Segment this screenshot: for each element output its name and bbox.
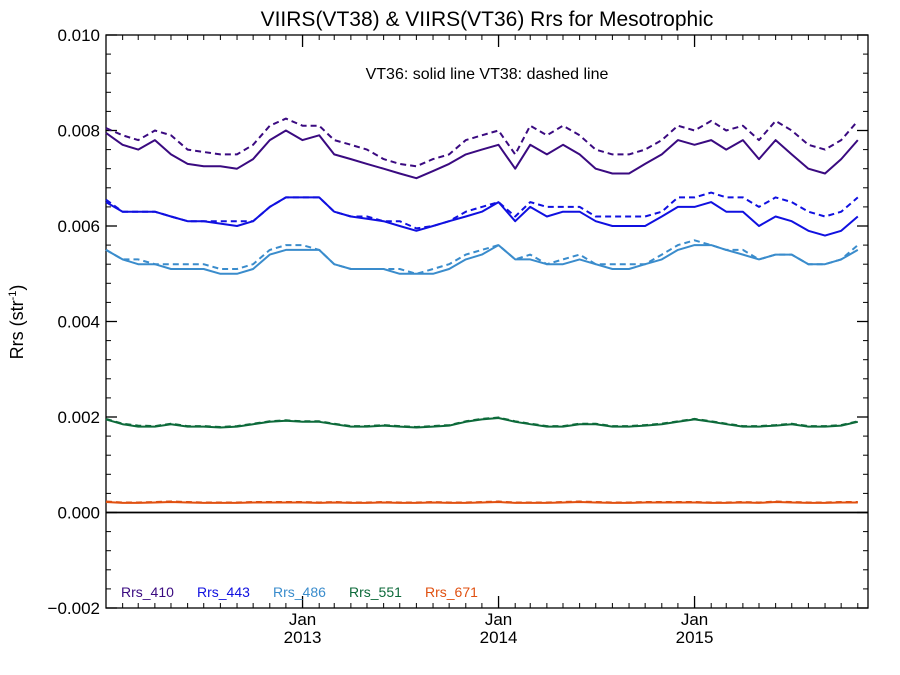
line-style-annotation: VT36: solid line VT38: dashed line <box>366 66 609 83</box>
y-axis-label-close: ) <box>7 285 27 291</box>
legend-item-rrs-671: Rrs_671 <box>425 584 478 600</box>
y-tick-label: 0.006 <box>57 217 100 236</box>
x-tick-month: Jan <box>681 610 708 629</box>
series-line-rrs-551-vt36 <box>105 417 859 429</box>
x-tick-month: Jan <box>289 610 316 629</box>
legend-item-rrs-551: Rrs_551 <box>349 584 402 600</box>
series-line-rrs-443-vt38 <box>105 191 859 230</box>
x-tick-year: 2013 <box>284 628 322 647</box>
x-tick-year: 2015 <box>676 628 714 647</box>
x-tick-year: 2014 <box>480 628 518 647</box>
series-line-rrs-486-vt36 <box>105 244 859 275</box>
series-line-rrs-410-vt36 <box>105 129 859 180</box>
legend-item-rrs-410: Rrs_410 <box>121 584 174 600</box>
legend-item-rrs-443: Rrs_443 <box>197 584 250 600</box>
legend-item-rrs-486: Rrs_486 <box>273 584 326 600</box>
series-line-rrs-486-vt38 <box>105 239 859 275</box>
plot-frame <box>105 34 869 609</box>
series-layer <box>105 117 859 504</box>
x-tick-month: Jan <box>485 610 512 629</box>
y-axis-label-superscript: -1 <box>7 291 19 301</box>
y-axis-label-text: Rrs (str <box>7 300 27 359</box>
y-tick-label: 0.002 <box>57 408 100 427</box>
y-tick-label: 0.010 <box>57 26 100 45</box>
series-line-rrs-443-vt36 <box>105 196 859 237</box>
legend: Rrs_410 Rrs_443 Rrs_486 Rrs_551 Rrs_671 <box>121 584 478 600</box>
y-tick-label: 0.000 <box>57 504 100 523</box>
y-tick-label: 0.004 <box>57 313 100 332</box>
y-axis-label: Rrs (str-1) <box>7 285 27 360</box>
y-tick-label: 0.008 <box>57 122 100 141</box>
y-axis: 0.010 0.008 0.006 0.004 0.002 0.000 −0.002 <box>48 26 868 618</box>
y-tick-label: −0.002 <box>48 599 100 618</box>
series-line-rrs-671-vt36 <box>105 501 858 504</box>
chart-title: VIIRS(VT38) & VIIRS(VT36) Rrs for Mesotr… <box>261 8 714 31</box>
